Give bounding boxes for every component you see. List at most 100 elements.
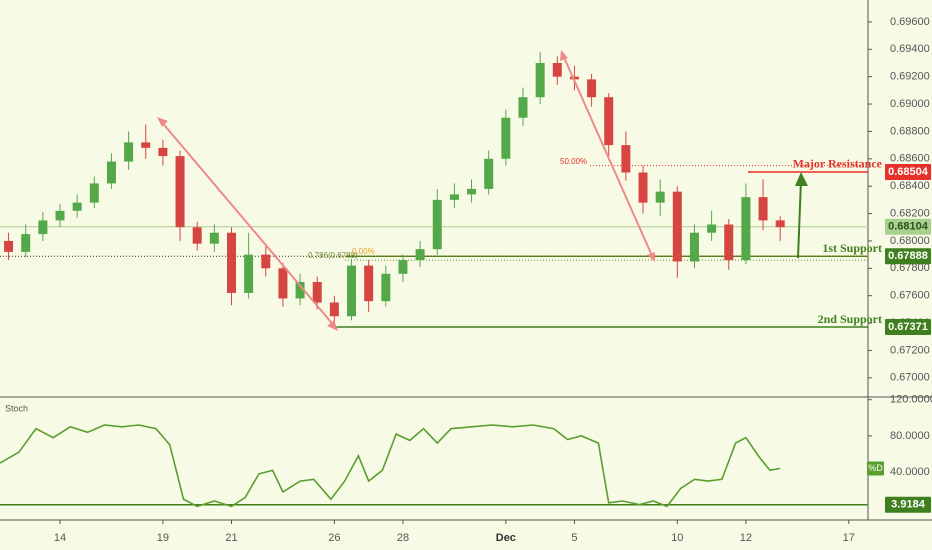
x-tick-label: 26: [328, 532, 340, 544]
x-tick-label: 5: [571, 532, 577, 544]
arrow-head: [157, 117, 168, 127]
level-name: 2nd Support: [818, 312, 882, 326]
y-tick-label: 0.68400: [890, 180, 930, 192]
candle-body: [4, 240, 14, 252]
candle-body: [38, 220, 48, 235]
arrow: [159, 119, 337, 329]
x-tick-label: 19: [157, 532, 169, 544]
candle-body: [261, 254, 271, 269]
candle-body: [535, 62, 545, 98]
y-tick-label: 0.68600: [890, 153, 930, 165]
candle-body: [226, 232, 236, 293]
candle-body: [501, 117, 511, 159]
candle-body: [741, 197, 751, 261]
x-tick-label: 12: [740, 532, 752, 544]
y-tick-label: 0.67600: [890, 290, 930, 302]
y-tick-label: 0.68000: [890, 235, 930, 247]
candle-body: [707, 224, 717, 233]
y-tick-label: 0.68200: [890, 207, 930, 219]
y-tick-label: 0.67200: [890, 344, 930, 356]
candle-body: [655, 191, 665, 203]
annotation-label: 0.786(0.6788): [308, 251, 358, 260]
y-tick-label: 0.69600: [890, 16, 930, 28]
candle-body: [329, 302, 339, 317]
price-label-box: [885, 163, 931, 180]
annotation-arrows: [157, 50, 808, 331]
annotation-label: 0.00%: [352, 247, 375, 256]
level-name: Major Resistance: [793, 157, 883, 171]
arrow: [562, 54, 654, 259]
candle-body: [278, 268, 288, 299]
x-tick-label: 10: [671, 532, 683, 544]
candle-body: [638, 172, 648, 203]
arrow-head: [560, 50, 568, 61]
candle-body: [672, 191, 682, 262]
level-name: 1st Support: [822, 241, 882, 255]
candle-body: [72, 202, 82, 211]
candle-body: [312, 282, 322, 303]
arrow-head: [647, 252, 655, 262]
price-label: 3.9184: [891, 499, 926, 511]
price-label: 0.68504: [888, 166, 929, 178]
candle-body: [432, 199, 442, 250]
candle-body: [758, 197, 768, 221]
candle-body: [192, 227, 202, 244]
price-label: 0.68104: [888, 221, 929, 233]
candle-body: [398, 260, 408, 274]
arrow-head: [795, 172, 808, 186]
candle-body: [621, 145, 631, 173]
y-tick-label: 0.69400: [890, 43, 930, 55]
candle-body: [552, 62, 562, 77]
y-tick-label: 80.0000: [890, 430, 930, 442]
candle-body: [587, 79, 597, 98]
candle-body: [106, 161, 116, 184]
candle-body: [569, 76, 579, 80]
candle-body: [449, 194, 459, 200]
candle-body: [415, 249, 425, 261]
candle-body: [55, 210, 65, 221]
candle-body: [89, 183, 99, 203]
arrow-head: [327, 320, 338, 331]
candle-body: [467, 188, 477, 195]
stoch-title: Stoch: [5, 403, 28, 413]
annotation-label: 50.00%: [560, 157, 587, 166]
legend-box: [867, 461, 884, 476]
candle-body: [21, 234, 31, 252]
candle-body: [209, 232, 219, 244]
legend-label: %D: [868, 463, 883, 473]
y-tick-label: 120.0000: [890, 394, 932, 406]
y-tick-label: 0.67800: [890, 262, 930, 274]
candle-body: [484, 158, 494, 189]
price-label-box: [885, 319, 931, 336]
x-tick-label: 21: [225, 532, 237, 544]
candle-body: [689, 232, 699, 262]
candle-body: [604, 97, 614, 146]
y-tick-label: 0.68800: [890, 125, 930, 137]
candle-body: [295, 282, 305, 299]
candle-body: [518, 97, 528, 118]
candle-body: [347, 265, 357, 317]
candle-body: [158, 147, 168, 157]
price-label-box: [885, 248, 931, 265]
candle-body: [175, 156, 185, 228]
price-label-box: [885, 496, 931, 513]
price-label-box: [885, 218, 931, 235]
candle-body: [124, 142, 134, 162]
price-label: 0.67371: [888, 321, 928, 333]
price-label: 0.67888: [888, 250, 928, 262]
candle-body: [244, 254, 254, 293]
candle-body: [141, 142, 151, 148]
x-tick-label: 17: [843, 532, 855, 544]
y-tick-label: 40.0000: [890, 466, 930, 478]
arrow: [797, 179, 802, 259]
x-tick-label: 28: [397, 532, 409, 544]
y-tick-label: 0.69200: [890, 71, 930, 83]
y-tick-label: 0.69000: [890, 98, 930, 110]
candle-body: [775, 220, 785, 228]
x-tick-label: 14: [54, 532, 66, 544]
candle-body: [724, 224, 734, 261]
x-tick-label: Dec: [496, 532, 516, 544]
